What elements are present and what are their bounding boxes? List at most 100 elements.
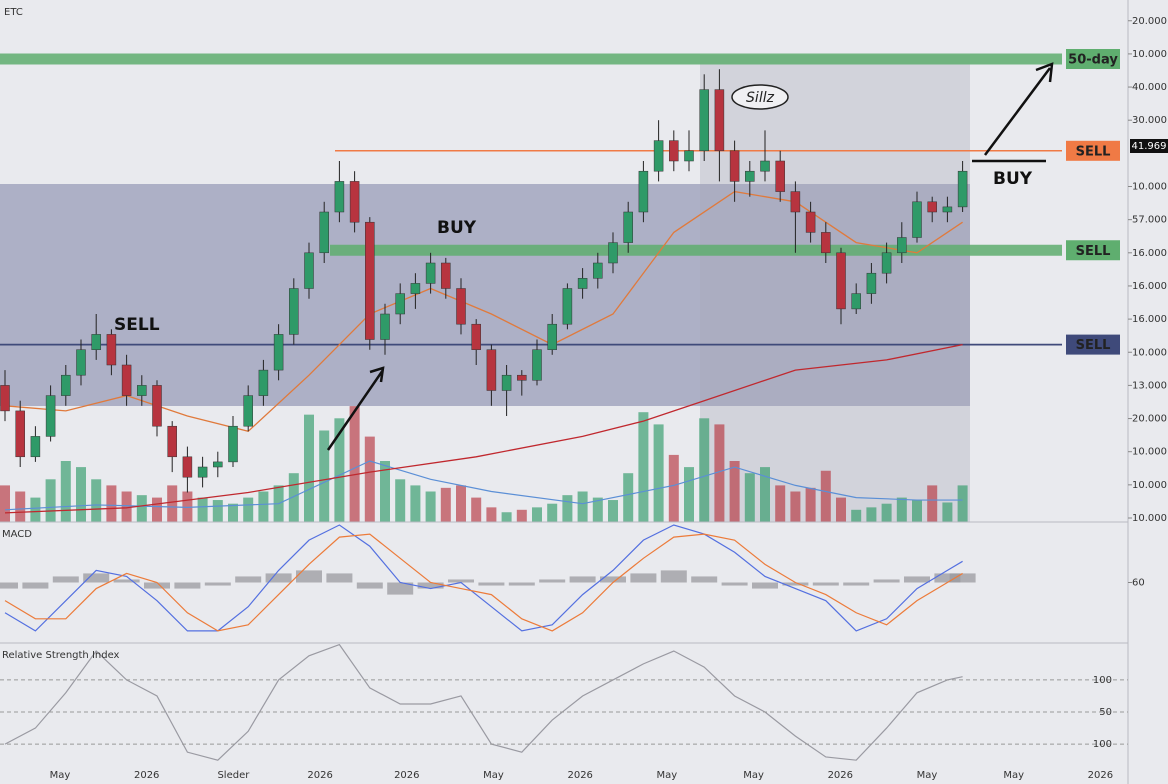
candle-body (365, 221, 375, 340)
level-tag-label: SELL (1076, 144, 1111, 159)
candle-body (30, 436, 41, 458)
volume-bar (638, 412, 649, 522)
candle-body (15, 410, 25, 458)
volume-bar (805, 487, 816, 522)
candle-body (349, 181, 360, 223)
level-tag (1066, 240, 1120, 261)
volume-bar (577, 491, 588, 522)
volume-bar (60, 461, 71, 522)
candle-body (897, 237, 907, 254)
volume-bar (547, 503, 558, 522)
volume-bar (744, 473, 755, 522)
y-tick-label: 30.000 (1132, 115, 1167, 126)
y-tick-label: 16.000 (1132, 248, 1167, 259)
candle-body (517, 374, 527, 381)
volume-bar (136, 495, 147, 522)
volume-bar (653, 424, 664, 522)
volume-bar (881, 503, 892, 522)
volume-bar (288, 473, 299, 522)
volume-bar (486, 507, 497, 522)
volume-bar (562, 495, 573, 522)
macd-histogram-bar (752, 582, 778, 589)
y-tick-label: 10.000 (1132, 49, 1167, 60)
y-tick-label: 50 (1099, 707, 1112, 718)
level-tag (1066, 334, 1120, 355)
volume-bar (684, 467, 694, 522)
y-tick-label: 13.000 (1132, 380, 1167, 391)
x-tick-label: 2026 (394, 770, 419, 781)
callout (731, 84, 789, 110)
candle-body (623, 211, 633, 243)
x-tick-label: 2026 (1088, 770, 1113, 781)
macd-histogram-bar (873, 579, 900, 583)
candle-body (501, 374, 512, 391)
volume-bar (957, 485, 968, 522)
candle-body (638, 170, 649, 213)
x-tick-label: May (743, 770, 764, 781)
candle-body (669, 140, 679, 162)
volume-bar (851, 509, 862, 522)
volume-bar (440, 487, 451, 522)
candle-body (456, 288, 466, 325)
volume-bar (760, 467, 770, 522)
candle-body (106, 334, 117, 366)
macd-histogram-bar (204, 582, 231, 586)
annotation: Sillz (746, 90, 775, 106)
candle-body (927, 201, 937, 213)
volume-bar (471, 497, 482, 522)
price-tag (1130, 139, 1168, 153)
candle-body (562, 288, 573, 325)
level-tag (1066, 140, 1120, 161)
macd-histogram-bar (22, 582, 49, 589)
macd-histogram-bar (144, 582, 170, 589)
y-tick-label: 10.000 (1132, 447, 1167, 458)
candle-body (152, 385, 162, 427)
y-tick-label: 10.000 (1132, 347, 1167, 358)
candle-body (684, 150, 694, 162)
volume-bar (790, 491, 801, 522)
candle-body (61, 374, 71, 396)
volume-bar (152, 497, 162, 522)
y-tick-label: 40.000 (1132, 82, 1167, 93)
macd-histogram-bar (539, 579, 566, 583)
macd-histogram-bar (356, 582, 383, 589)
price-tag-label: 41.969 (1132, 141, 1167, 152)
level-tag (1066, 49, 1120, 69)
candle-body (745, 170, 755, 182)
volume-bar (410, 485, 421, 522)
candle-body (653, 140, 664, 172)
level-tag-label: 50-day (1068, 53, 1118, 68)
candle-body (942, 206, 953, 213)
volume-bar (608, 500, 618, 522)
level-tag-label: SELL (1076, 244, 1111, 259)
symbol-title: ETC (4, 7, 23, 18)
candle-body (441, 262, 451, 289)
y-tick-label: 20.000 (1132, 16, 1167, 27)
volume-bar (836, 497, 846, 522)
macd-histogram-bar (326, 573, 353, 583)
macd-histogram-bar (83, 573, 110, 583)
volume-bar (668, 454, 679, 522)
candle-body (760, 160, 770, 172)
volume-bar (228, 503, 238, 522)
volume-bar (0, 485, 10, 522)
moving-average (4, 190, 963, 433)
candle-body (805, 211, 816, 233)
candle-body (289, 288, 299, 335)
candle-body (881, 252, 892, 274)
macd-histogram-bar (296, 570, 322, 583)
volume-bar (319, 430, 330, 522)
candle-body (0, 385, 10, 412)
macd-histogram-bar (782, 582, 809, 586)
volume-bar (866, 507, 877, 522)
panel-title: MACD (2, 529, 32, 540)
annotation: SELL (114, 315, 160, 335)
arrow (326, 366, 385, 451)
macd-histogram-bar (387, 582, 414, 595)
y-tick-label: 10.000 (1132, 513, 1167, 524)
candle-body (577, 278, 588, 289)
y-tick-label: 16.000 (1132, 314, 1167, 325)
volume-bar (106, 485, 117, 522)
volume-bar (592, 497, 603, 522)
candle-body (912, 201, 922, 238)
